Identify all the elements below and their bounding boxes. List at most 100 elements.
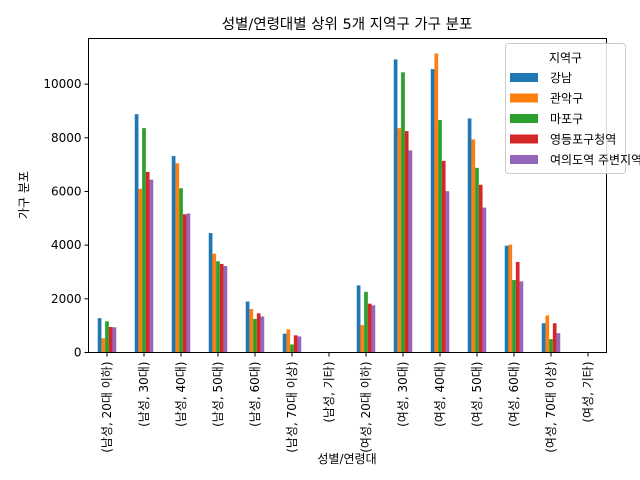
bar: [401, 72, 405, 353]
bar: [101, 338, 106, 353]
bar: [245, 301, 250, 353]
bar: [408, 150, 413, 353]
bar: [171, 156, 176, 353]
x-tick-label: (남성, 20대 이하): [100, 362, 114, 453]
bar: [249, 309, 254, 353]
bar: [471, 139, 476, 353]
y-axis: 0 2000 4000 6000 8000 10000: [43, 77, 89, 360]
bar: [290, 344, 294, 353]
legend-swatch: [510, 155, 538, 164]
bar: [504, 245, 509, 353]
plot-frame: [88, 38, 607, 353]
legend-swatch: [510, 134, 538, 144]
bar: [186, 213, 191, 353]
bar: [515, 262, 520, 353]
bar: [478, 184, 483, 353]
legend-entry-label: 여의도역 주변지역: [550, 153, 640, 167]
bar: [519, 281, 524, 353]
bar: [223, 266, 228, 353]
bar: [541, 323, 546, 353]
x-tick-label: (여성, 50대): [470, 362, 484, 427]
x-tick-label: (여성, 40대): [433, 362, 447, 427]
bar: [475, 167, 479, 353]
x-tick-label: (남성, 기타): [322, 362, 336, 423]
bar: [182, 214, 187, 353]
bar: [467, 118, 472, 353]
legend-entry-label: 마포구: [550, 112, 583, 126]
bar: [434, 53, 439, 353]
legend-swatch: [510, 114, 538, 123]
bar: [430, 69, 435, 353]
y-tick-label: 10000: [43, 77, 81, 91]
y-tick-label: 6000: [51, 184, 82, 198]
bar: [445, 191, 450, 353]
bar: [138, 188, 143, 353]
bar: [297, 336, 302, 353]
x-tick-label: (남성, 60대): [248, 362, 262, 427]
bar: [260, 316, 265, 353]
bar: [360, 325, 365, 353]
bar: [256, 313, 261, 353]
bar: [397, 128, 402, 353]
bar: [508, 244, 513, 353]
bar: [393, 59, 398, 353]
bar: [512, 280, 516, 353]
bar: [556, 333, 561, 353]
bar: [482, 207, 487, 353]
bar: [404, 131, 409, 353]
legend-entry-label: 관악구: [550, 92, 583, 106]
x-tick-label: (남성, 40대): [174, 362, 188, 427]
bar: [371, 305, 376, 353]
y-axis-label: 가구 분포: [17, 171, 31, 219]
bar: [212, 253, 217, 353]
bar: [216, 261, 220, 353]
bar: [134, 114, 139, 353]
bar: [282, 333, 287, 353]
x-tick-label: (여성, 30대): [396, 362, 410, 427]
legend-entry-label: 영등포구청역: [550, 133, 616, 147]
legend-swatch: [510, 73, 538, 82]
x-tick-label: (여성, 70대 이상): [544, 362, 558, 453]
bar: [293, 335, 298, 353]
bar: [149, 179, 154, 353]
x-tick-label: (남성, 50대): [211, 362, 225, 427]
bar: [175, 163, 180, 353]
bar: [545, 315, 550, 353]
bar: [142, 128, 146, 353]
chart-title: 성별/연령대별 상위 5개 지역구 가구 분포: [222, 16, 473, 33]
x-axis-label: 성별/연령대: [317, 452, 376, 466]
y-tick-label: 8000: [51, 131, 82, 145]
bar: [552, 323, 557, 353]
legend-title: 지역구: [549, 51, 582, 65]
bar: [356, 285, 361, 353]
bar: [112, 327, 117, 353]
y-tick-label: 4000: [51, 238, 82, 252]
bar: [219, 263, 224, 353]
bar: [441, 160, 446, 353]
legend-swatch: [510, 93, 538, 103]
x-axis: (남성, 20대 이하) (남성, 30대) (남성, 40대) (남성, 50대) (…: [100, 352, 595, 453]
y-tick-label: 2000: [51, 292, 82, 306]
bar: [97, 318, 102, 353]
bars-layer: [97, 53, 561, 353]
bar: [549, 339, 553, 353]
x-tick-label: (여성, 20대 이하): [359, 362, 373, 453]
bar: [108, 327, 113, 353]
bar: [438, 120, 442, 353]
bar: [253, 318, 257, 353]
x-tick-label: (남성, 70대 이상): [285, 362, 299, 453]
bar: [364, 291, 368, 353]
bar: [179, 188, 183, 353]
bar: [105, 321, 109, 353]
legend-entry-label: 강남: [550, 71, 572, 85]
x-tick-label: (남성, 30대): [137, 362, 151, 427]
bar: [208, 233, 213, 353]
bar: [145, 171, 150, 353]
bar: [367, 303, 372, 353]
y-tick-label: 0: [74, 346, 82, 360]
bar: [286, 329, 291, 353]
x-tick-label: (여성, 60대): [507, 362, 521, 427]
x-tick-label: (여성, 기타): [581, 362, 595, 423]
